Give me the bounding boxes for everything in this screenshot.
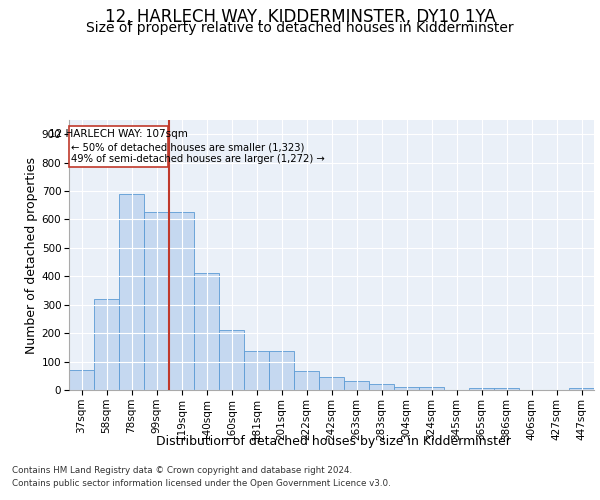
Text: 12, HARLECH WAY, KIDDERMINSTER, DY10 1YA: 12, HARLECH WAY, KIDDERMINSTER, DY10 1YA	[104, 8, 496, 26]
Bar	[119, 194, 144, 390]
Bar	[244, 351, 269, 390]
Text: Contains public sector information licensed under the Open Government Licence v3: Contains public sector information licen…	[12, 479, 391, 488]
Bar	[569, 388, 594, 390]
Bar	[94, 299, 119, 390]
FancyBboxPatch shape	[69, 126, 168, 167]
Bar	[144, 212, 169, 390]
Text: Contains HM Land Registry data © Crown copyright and database right 2024.: Contains HM Land Registry data © Crown c…	[12, 466, 352, 475]
Bar	[194, 274, 219, 390]
Bar	[344, 380, 369, 390]
Bar	[169, 212, 194, 390]
Text: ← 50% of detached houses are smaller (1,323): ← 50% of detached houses are smaller (1,…	[71, 142, 304, 152]
Text: 12 HARLECH WAY: 107sqm: 12 HARLECH WAY: 107sqm	[49, 128, 188, 138]
Bar	[294, 370, 319, 390]
Bar	[319, 376, 344, 390]
Bar	[269, 351, 294, 390]
Text: 49% of semi-detached houses are larger (1,272) →: 49% of semi-detached houses are larger (…	[71, 154, 325, 164]
Bar	[419, 386, 444, 390]
Bar	[69, 370, 94, 390]
Bar	[219, 330, 244, 390]
Bar	[369, 384, 394, 390]
Text: Distribution of detached houses by size in Kidderminster: Distribution of detached houses by size …	[155, 435, 511, 448]
Bar	[494, 388, 519, 390]
Bar	[469, 388, 494, 390]
Y-axis label: Number of detached properties: Number of detached properties	[25, 156, 38, 354]
Bar	[394, 386, 419, 390]
Text: Size of property relative to detached houses in Kidderminster: Size of property relative to detached ho…	[86, 21, 514, 35]
